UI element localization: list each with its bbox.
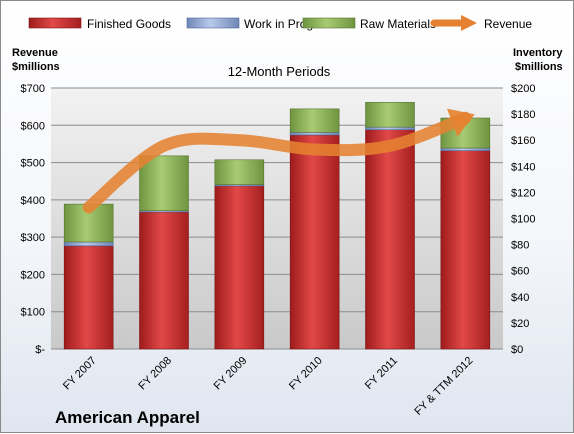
right-axis-ticks: $0 $20 $40 $60 $80 $100 $120 $140 $160 $180 $200 [511,83,535,356]
right-tick-label: $200 [511,83,535,95]
company-name: American Apparel [55,408,200,427]
right-tick-label: $60 [511,266,529,278]
bar-finished-goods [214,185,265,350]
bar-work-in-progress [440,147,491,151]
category-label: FY & TTM 2012 [412,355,475,418]
left-tick-label: $600 [21,120,45,132]
category-label: FY 2007 [61,355,99,393]
right-tick-label: $100 [511,214,535,226]
left-tick-label: $500 [21,158,45,170]
bar-finished-goods [63,245,114,350]
bar-work-in-progress [289,132,340,136]
category-label: FY 2009 [212,355,250,393]
legend-swatch-finished-goods [28,17,82,29]
legend-label-revenue: Revenue [484,17,532,31]
left-tick-label: $400 [21,195,45,207]
bar-finished-goods [289,134,340,350]
category-label: FY 2010 [287,355,325,393]
bars [63,102,491,350]
right-tick-label: $140 [511,161,535,173]
right-tick-label: $180 [511,109,535,121]
revenue-line-path [82,111,472,214]
left-tick-label: $100 [21,307,45,319]
right-tick-label: $160 [511,135,535,147]
left-tick-label: $700 [21,83,45,95]
left-tick-label: $- [35,344,45,356]
left-axis-ticks: $- $100 $200 $300 $400 $500 $600 $700 [21,83,46,356]
left-axis-title-line2: $millions [12,61,60,73]
right-axis-title-line1: Inventory [513,47,563,59]
revenue-line [82,108,475,214]
bar-finished-goods [139,211,189,350]
category-label: FY 2011 [363,355,400,392]
bar-finished-goods [440,150,491,350]
bar-work-in-progress [63,241,114,247]
bar-finished-goods [365,129,415,350]
legend-swatch-raw-materials [302,17,356,29]
left-tick-label: $200 [21,269,45,281]
legend: Finished Goods Work in Progress Raw Mate… [28,15,532,31]
right-tick-label: $40 [511,292,529,304]
bar-work-in-progress [365,126,415,131]
chart-title: 12-Month Periods [228,64,331,79]
legend-swatch-revenue [430,15,477,31]
legend-label-finished-goods: Finished Goods [87,17,171,31]
legend-label-raw-materials: Raw Materials [360,17,436,31]
bar-raw-materials [289,108,340,133]
category-label: FY 2008 [136,355,174,393]
right-tick-label: $0 [511,344,523,356]
gridlines [51,87,503,350]
right-tick-label: $120 [511,187,535,199]
legend-swatch-work-in-progress [186,17,240,29]
bar-raw-materials [139,155,189,211]
right-tick-label: $80 [511,240,529,252]
revenue-arrow-head [446,108,475,137]
bar-raw-materials [214,159,265,185]
right-tick-label: $20 [511,318,529,330]
left-axis-title-line1: Revenue [12,47,58,59]
left-tick-label: $300 [21,232,45,244]
bar-raw-materials [365,102,415,128]
right-axis-title-line2: $millions [515,61,563,73]
